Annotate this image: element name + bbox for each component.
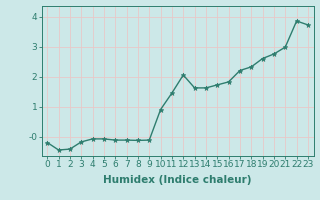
X-axis label: Humidex (Indice chaleur): Humidex (Indice chaleur) [103, 175, 252, 185]
